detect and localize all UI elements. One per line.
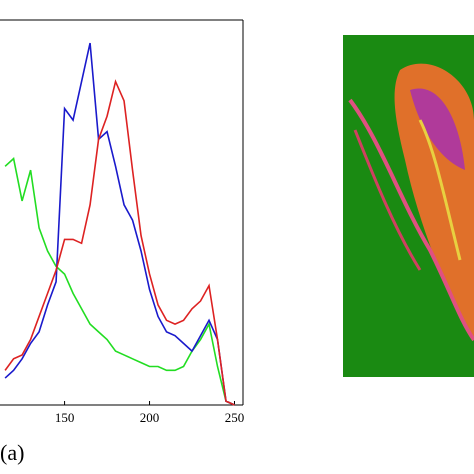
- series-line: [4, 157, 235, 406]
- x-tick-label: 250: [225, 410, 245, 425]
- tissue-image: [343, 35, 474, 377]
- x-tick-label: 150: [55, 410, 75, 425]
- series-line: [4, 42, 235, 406]
- series-line: [4, 79, 235, 406]
- x-tick-label: 200: [140, 410, 160, 425]
- caption: (a): [0, 440, 24, 465]
